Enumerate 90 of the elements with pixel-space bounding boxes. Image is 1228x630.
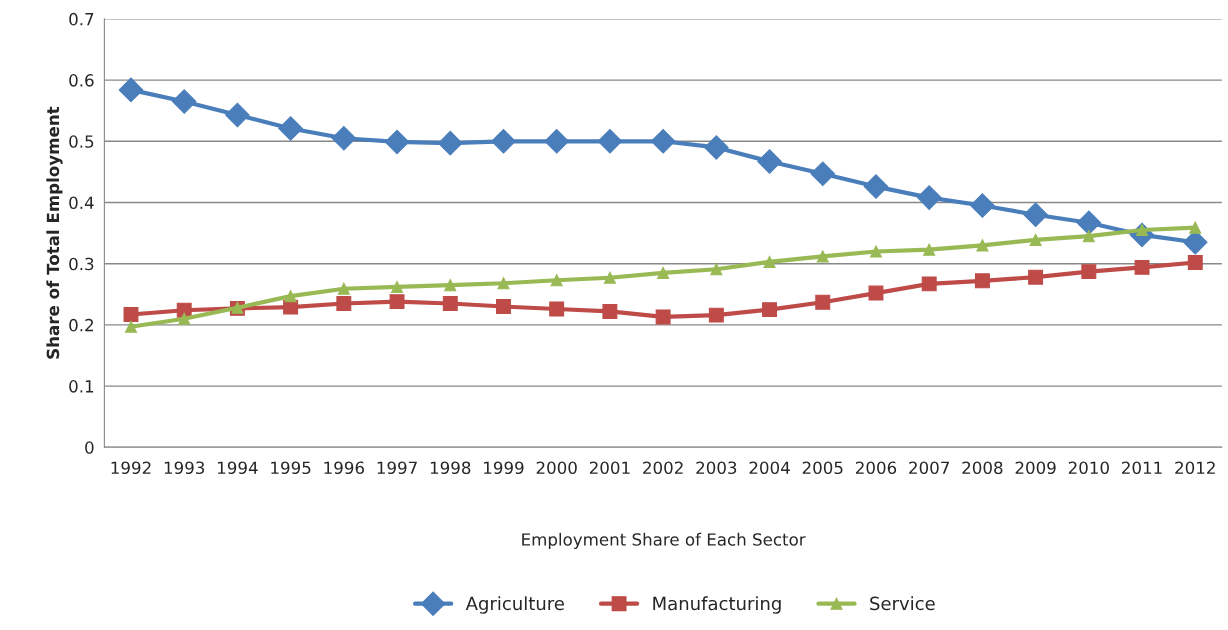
x-tick-label: 1999 — [484, 461, 524, 475]
point — [337, 282, 350, 295]
point — [974, 273, 990, 289]
legend-label: Service — [870, 596, 935, 611]
x-tick-label: 2007 — [909, 461, 949, 475]
point — [497, 277, 510, 290]
x-tick-label: 1992 — [111, 461, 151, 475]
point — [869, 245, 883, 258]
y-tick-label: 0 — [85, 441, 94, 454]
point — [657, 266, 670, 279]
y-tick-label: 0.3 — [69, 257, 94, 271]
x-tick-label: 1995 — [271, 461, 311, 475]
point — [1189, 221, 1202, 234]
legend-label: Agriculture — [465, 596, 564, 614]
point — [549, 301, 565, 317]
point — [597, 128, 623, 154]
point — [1028, 269, 1044, 285]
point — [655, 309, 671, 325]
point — [970, 193, 995, 218]
x-tick-label: 1994 — [218, 461, 258, 475]
point — [390, 280, 404, 294]
x-tick-label: 2010 — [1068, 461, 1109, 475]
point — [816, 250, 829, 263]
point — [336, 296, 352, 311]
x-tick-label: 1993 — [164, 461, 205, 475]
x-axis-title: Employment Share of Each Sector — [522, 532, 806, 549]
x-tick-label: 1997 — [377, 461, 417, 475]
x-tick-label: 2008 — [962, 461, 1003, 475]
point — [444, 279, 457, 292]
point — [708, 307, 724, 323]
point — [868, 285, 884, 301]
x-tick-label: 2001 — [589, 461, 630, 475]
point — [384, 129, 410, 155]
x-tick-label: 2000 — [536, 461, 577, 475]
point — [496, 299, 511, 314]
y-tick-label: 0.1 — [69, 380, 94, 393]
y-tick-label: 0.2 — [69, 318, 93, 332]
point — [437, 130, 463, 156]
point — [124, 320, 138, 333]
point — [278, 116, 303, 141]
x-tick-label: 2009 — [1015, 461, 1056, 475]
point — [710, 263, 723, 276]
point — [1187, 255, 1203, 270]
point — [757, 149, 782, 174]
x-tick-label: 2012 — [1175, 461, 1215, 475]
y-tick-label: 0.5 — [69, 135, 94, 148]
point — [810, 161, 836, 187]
point — [225, 102, 250, 128]
point — [704, 135, 729, 160]
point — [284, 290, 297, 303]
point — [916, 185, 942, 210]
x-tick-label: 2006 — [855, 461, 897, 475]
x-tick-label: 2005 — [802, 461, 843, 475]
point — [1134, 259, 1150, 275]
point — [1082, 230, 1095, 243]
legend-label: Manufacturing — [653, 596, 781, 614]
point — [389, 294, 405, 310]
x-tick-label: 2002 — [643, 461, 683, 475]
point — [171, 89, 197, 114]
point — [331, 125, 357, 151]
y-axis-title: Share of Total Employment — [46, 106, 63, 359]
x-tick-label: 2011 — [1122, 461, 1162, 475]
y-tick-label: 0.6 — [69, 74, 94, 87]
point — [123, 307, 139, 322]
point — [1081, 264, 1097, 280]
point — [762, 302, 778, 318]
point — [544, 128, 569, 154]
point — [921, 276, 937, 292]
x-tick-label: 2003 — [696, 461, 737, 475]
point — [763, 255, 776, 268]
point — [650, 128, 676, 154]
point — [602, 303, 618, 319]
point — [442, 296, 458, 311]
point — [491, 128, 516, 154]
point — [603, 271, 616, 284]
y-tick-label: 0.7 — [69, 12, 94, 26]
point — [976, 239, 989, 252]
y-tick-label: 0.4 — [69, 196, 94, 210]
point — [923, 243, 936, 256]
point — [1023, 202, 1048, 228]
x-tick-label: 1998 — [430, 461, 471, 475]
x-tick-label: 1996 — [324, 461, 364, 475]
point — [815, 294, 831, 310]
point — [118, 77, 144, 103]
point — [1029, 233, 1042, 246]
point — [863, 174, 889, 199]
point — [550, 274, 563, 287]
point — [178, 312, 191, 325]
point — [1076, 210, 1102, 235]
x-tick-label: 2004 — [749, 461, 790, 475]
